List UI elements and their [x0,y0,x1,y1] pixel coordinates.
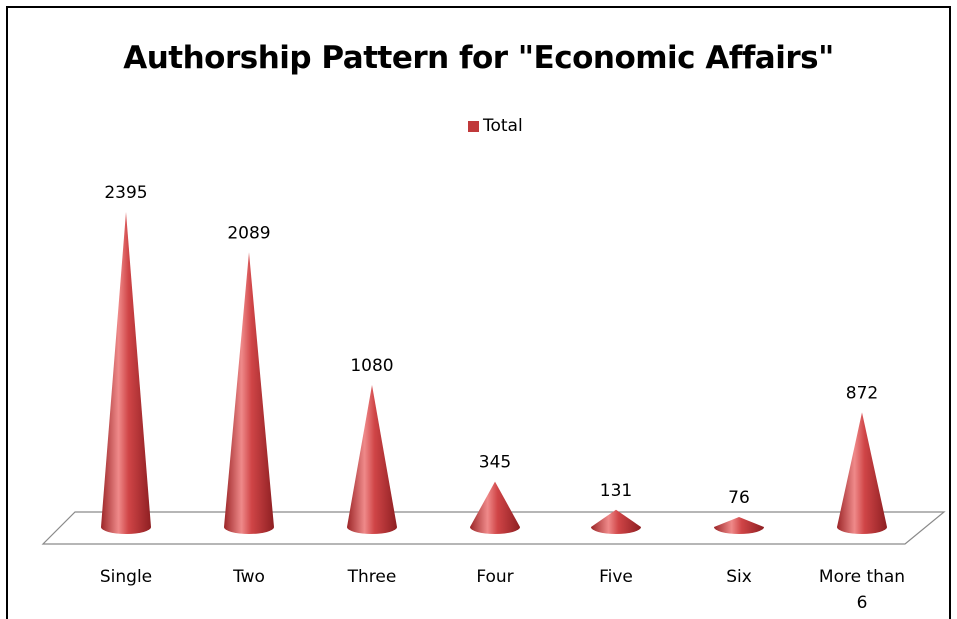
cone-three [347,384,397,534]
category-label: Three [347,567,397,587]
data-label: 1080 [350,356,393,376]
cone-single [101,212,151,534]
category-label: Two [232,567,265,587]
data-label: 76 [728,488,750,508]
cone-four [470,481,520,534]
legend-swatch [468,120,479,132]
data-label: 2089 [227,223,270,243]
category-label: Four [476,567,513,587]
data-label: 2395 [104,183,147,203]
cone-more-than-6 [837,412,887,534]
category-label: Five [599,567,633,587]
category-label: More than 6 [819,567,905,613]
category-label: Six [726,567,752,587]
category-label: Single [100,567,152,587]
data-label: 131 [600,481,632,501]
data-label: 345 [479,453,511,473]
chart-title: Authorship Pattern for "Economic Affairs… [123,40,834,76]
cone-two [224,252,274,534]
legend: Total [468,115,523,137]
legend-label-total: Total [483,116,523,136]
data-label: 872 [846,383,878,403]
cone-five [591,509,641,534]
cone-six [714,517,764,534]
